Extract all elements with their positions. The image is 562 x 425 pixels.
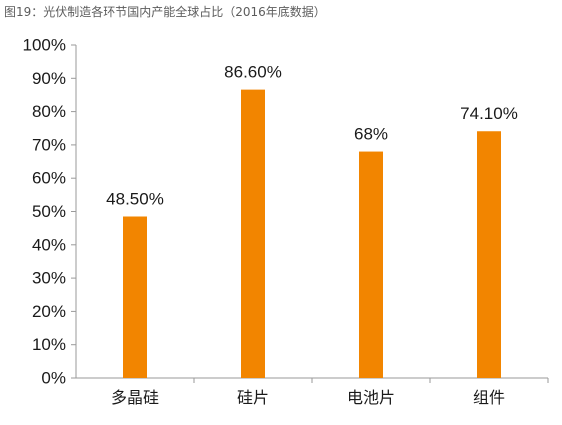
data-labels: 48.50% 86.60% 68% 74.10%: [106, 63, 518, 209]
bars: [123, 89, 501, 378]
bar-1: [123, 216, 147, 378]
category-label-4: 组件: [473, 388, 505, 407]
y-tick-label: 10%: [32, 335, 66, 354]
y-tick-label: 40%: [32, 235, 66, 254]
category-label-3: 电池片: [347, 388, 395, 407]
data-label-2: 86.60%: [224, 63, 282, 82]
bar-3: [359, 151, 383, 378]
y-tick-label: 60%: [32, 169, 66, 188]
y-tick-label: 20%: [32, 302, 66, 321]
y-tick-label: 100%: [23, 36, 66, 55]
y-tick-label: 70%: [32, 135, 66, 154]
y-axis-ticks: 0% 10% 20% 30% 40% 50% 60% 70% 80% 90% 100%: [23, 36, 76, 388]
y-tick-label: 0%: [41, 369, 66, 388]
category-labels: 多晶硅 硅片 电池片 组件: [111, 378, 549, 407]
data-label-1: 48.50%: [106, 189, 164, 208]
category-label-1: 多晶硅: [111, 388, 159, 407]
data-label-4: 74.10%: [460, 104, 518, 123]
y-tick-label: 90%: [32, 69, 66, 88]
bar-4: [477, 131, 501, 378]
data-label-3: 68%: [354, 125, 388, 144]
category-label-2: 硅片: [237, 388, 269, 407]
y-tick-label: 80%: [32, 102, 66, 121]
figure-caption: 图19：光伏制造各环节国内产能全球占比（2016年底数据）: [4, 5, 326, 19]
y-tick-label: 50%: [32, 202, 66, 221]
y-tick-label: 30%: [32, 269, 66, 288]
bar-2: [241, 89, 265, 378]
